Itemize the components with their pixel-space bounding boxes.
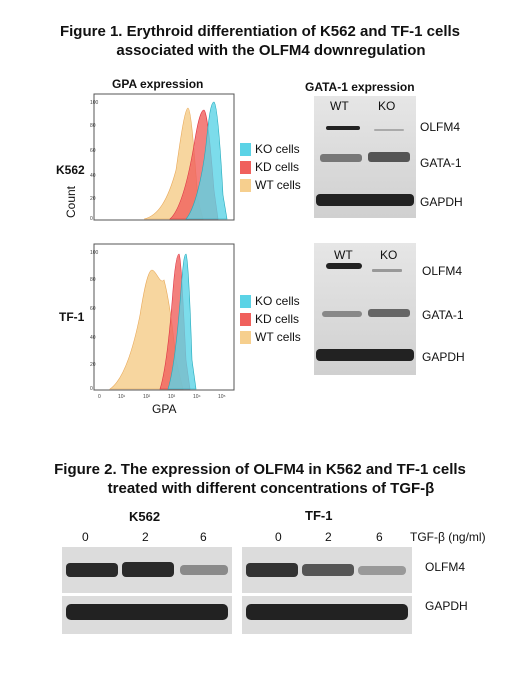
figure1-title-line1: Figure 1. Erythroid differentiation of K… — [59, 23, 461, 40]
legend-item-kd: KD cells — [240, 158, 301, 176]
concentration-label: 0 — [275, 530, 282, 544]
y-tick: 60 — [90, 148, 96, 154]
band-gata1-ko — [368, 152, 410, 162]
band-olfm4-tf1-0 — [246, 563, 298, 577]
histogram-tf1: 100 80 60 40 20 0 0 10¹ 10² 10³ 10⁴ 10⁵ — [90, 243, 235, 400]
lane-label-wt: WT — [334, 248, 353, 262]
y-tick: 60 — [90, 306, 96, 312]
legend-item-wt: WT cells — [240, 328, 301, 346]
y-tick: 0 — [90, 386, 93, 392]
legend-item-wt: WT cells — [240, 176, 301, 194]
x-tick: 0 — [98, 394, 101, 400]
band-gata1-ko — [368, 309, 410, 317]
band-gapdh-k562 — [66, 604, 228, 620]
band-label-olfm4: OLFM4 — [425, 560, 466, 574]
y-tick: 100 — [90, 250, 99, 256]
legend-swatch-wt — [240, 178, 251, 192]
x-tick: 10³ — [168, 394, 176, 400]
legend-swatch-kd — [240, 160, 251, 174]
lane-label-ko: KO — [378, 99, 396, 113]
figure1-title: Figure 1. Erythroid differentiation of K… — [0, 22, 520, 60]
band-olfm4-tf1-6 — [358, 566, 406, 575]
figure2-title-line1: Figure 2. The expression of OLFM4 in K56… — [54, 461, 466, 478]
band-olfm4-k562-0 — [66, 563, 118, 577]
legend-k562: KO cells KD cells WT cells — [240, 140, 301, 194]
x-tick: 10⁴ — [193, 394, 201, 400]
blot-panel-title: GATA-1 expression — [305, 80, 415, 94]
legend-swatch-kd — [240, 312, 251, 326]
group-label-k562: K562 — [129, 509, 161, 524]
wt-histogram — [109, 269, 184, 390]
legend-item-ko: KO cells — [240, 140, 301, 158]
band-olfm4-k562-6 — [180, 565, 228, 575]
y-tick: 80 — [90, 123, 96, 129]
blot-tf1 — [314, 243, 416, 375]
y-axis-label: Count — [64, 185, 78, 218]
histogram-frame — [93, 93, 235, 221]
band-label-olfm4: OLFM4 — [422, 264, 463, 278]
flow-panel-title: GPA expression — [112, 77, 204, 91]
band-gapdh — [316, 349, 414, 361]
legend-item-kd: KD cells — [240, 310, 301, 328]
ko-histogram — [167, 253, 197, 390]
legend-tf1: KO cells KD cells WT cells — [240, 292, 301, 346]
band-gata1-wt — [322, 311, 362, 317]
x-axis-label: GPA — [152, 402, 177, 416]
band-label-gapdh: GAPDH — [422, 350, 465, 364]
y-tick: 0 — [90, 216, 93, 222]
x-tick: 10² — [143, 394, 151, 400]
band-olfm4-ko — [374, 129, 404, 131]
legend-swatch-ko — [240, 142, 251, 156]
blot-k562 — [314, 96, 416, 218]
concentration-label: 2 — [142, 530, 149, 544]
band-olfm4-wt — [326, 126, 360, 130]
band-olfm4-wt — [326, 263, 362, 269]
figure1-title-line2: associated with the OLFM4 downregulation — [116, 42, 426, 59]
treatment-label: TGF-β (ng/ml) — [410, 530, 486, 544]
band-label-gata1: GATA-1 — [422, 308, 464, 322]
histogram-k562: 100 80 60 40 20 0 — [90, 93, 235, 222]
group-label-tf1: TF-1 — [305, 508, 333, 523]
lane-label-wt: WT — [330, 99, 349, 113]
concentration-label: 0 — [82, 530, 89, 544]
row-label-k562: K562 — [56, 163, 85, 177]
histogram-frame — [93, 243, 235, 391]
lane-label-ko: KO — [380, 248, 398, 262]
figure2-title-line2: treated with different concentrations of… — [107, 480, 435, 497]
band-label-gapdh: GAPDH — [420, 195, 463, 209]
legend-swatch-wt — [240, 330, 251, 344]
band-label-gata1: GATA-1 — [420, 156, 462, 170]
band-olfm4-ko — [372, 269, 402, 272]
y-tick: 20 — [90, 196, 96, 202]
band-gata1-wt — [320, 154, 362, 162]
y-tick: 20 — [90, 362, 96, 368]
blot-fig2-olfm4 — [62, 547, 412, 593]
concentration-label: 6 — [376, 530, 383, 544]
x-tick: 10¹ — [118, 394, 126, 400]
band-label-olfm4: OLFM4 — [420, 120, 461, 134]
band-gapdh-tf1 — [246, 604, 408, 620]
ko-histogram — [185, 101, 228, 220]
blot-fig2-gapdh — [62, 596, 412, 634]
row-label-tf1: TF-1 — [59, 310, 85, 324]
band-label-gapdh: GAPDH — [425, 599, 468, 613]
concentration-label: 6 — [200, 530, 207, 544]
y-tick: 40 — [90, 173, 96, 179]
legend-swatch-ko — [240, 294, 251, 308]
legend-item-ko: KO cells — [240, 292, 301, 310]
y-tick: 100 — [90, 100, 99, 106]
figure2-title: Figure 2. The expression of OLFM4 in K56… — [0, 460, 520, 498]
concentration-label: 2 — [325, 530, 332, 544]
band-olfm4-k562-2 — [122, 562, 174, 577]
x-tick: 10⁵ — [218, 394, 226, 400]
band-olfm4-tf1-2 — [302, 564, 354, 576]
y-tick: 80 — [90, 277, 96, 283]
y-tick: 40 — [90, 335, 96, 341]
band-gapdh — [316, 194, 414, 206]
